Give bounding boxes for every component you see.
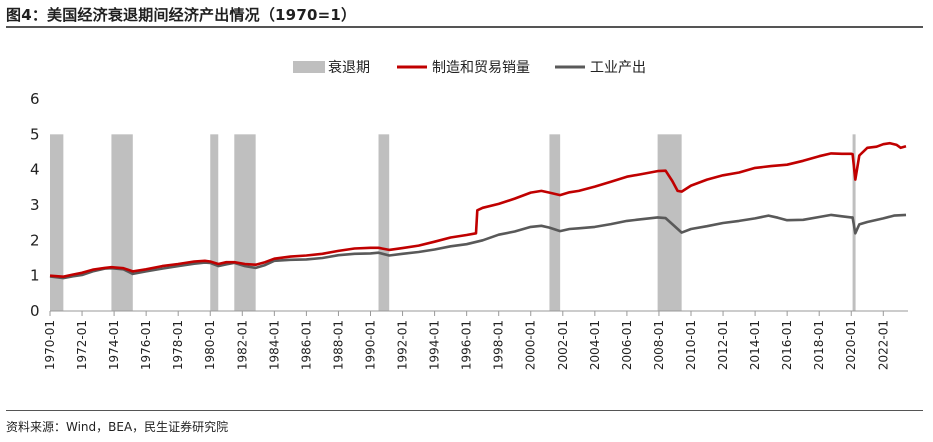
legend-sales: 制造和贸易销量 [397, 60, 530, 76]
x-tick-label: 1990-01 [363, 320, 377, 370]
footer-divider [6, 410, 923, 411]
x-tick-label: 2020-01 [844, 320, 858, 370]
x-tick-label: 2012-01 [716, 320, 730, 370]
y-tick-label: 6 [30, 90, 40, 108]
legend-label: 衰退期 [328, 59, 370, 76]
x-tick-label: 1998-01 [492, 320, 506, 370]
x-tick-label: 2008-01 [652, 320, 666, 370]
x-tick-label: 1980-01 [203, 320, 217, 370]
series-line-sales [49, 141, 907, 278]
x-tick-label: 1992-01 [396, 320, 410, 370]
legend-recession: 衰退期 [293, 59, 370, 76]
legend-label: 制造和贸易销量 [432, 60, 530, 76]
x-tick-label: 1986-01 [299, 320, 313, 370]
series-line-industrial-output [49, 213, 907, 280]
legend-swatch [293, 61, 325, 73]
x-tick-label: 2010-01 [684, 320, 698, 370]
title-divider [6, 26, 923, 28]
legend-industrial-output: 工业产出 [555, 60, 646, 76]
recession-band-2 [111, 134, 133, 311]
x-tick-label: 1974-01 [107, 320, 121, 370]
legend: 衰退期 制造和贸易销量 工业产出 [293, 59, 646, 76]
x-tick-label: 1984-01 [267, 320, 281, 370]
x-tick-label: 1978-01 [171, 320, 185, 370]
y-tick-label: 4 [30, 161, 40, 179]
x-tick-label: 2000-01 [524, 320, 538, 370]
x-tick-label: 1982-01 [235, 320, 249, 370]
x-tick-label: 1976-01 [139, 320, 153, 370]
recession-band-1 [50, 134, 64, 311]
source-note: 资料来源：Wind，BEA，民生证券研究院 [6, 420, 229, 434]
y-tick-label: 3 [30, 196, 40, 214]
x-tick-label: 2014-01 [748, 320, 762, 370]
legend-label: 工业产出 [590, 60, 646, 76]
x-tick-label: 2002-01 [556, 320, 570, 370]
y-tick-label: 0 [30, 302, 40, 320]
recession-band-5 [378, 134, 390, 311]
x-tick-label: 2016-01 [780, 320, 794, 370]
x-tick-label: 2018-01 [812, 320, 826, 370]
x-tick-label: 1996-01 [460, 320, 474, 370]
y-tick-label: 1 [30, 267, 40, 285]
x-tick-label: 2022-01 [876, 320, 890, 370]
x-tick-label: 1988-01 [331, 320, 345, 370]
series-lines [49, 141, 907, 280]
recession-band-6 [549, 134, 561, 311]
y-tick-label: 5 [30, 125, 40, 143]
recession-band-4 [234, 134, 256, 311]
recession-band-3 [210, 134, 219, 311]
chart-title: 图4：美国经济衰退期间经济产出情况（1970=1） [6, 6, 357, 24]
x-tick-label: 2006-01 [620, 320, 634, 370]
x-tick-label: 2004-01 [588, 320, 602, 370]
x-tick-label: 1972-01 [75, 320, 89, 370]
chart-area: 0 1 2 3 4 5 6 1970-01 1972-01 1974-01 1976-01 1978-… [30, 59, 908, 370]
x-tick-label: 1994-01 [428, 320, 442, 370]
x-tick-label: 1970-01 [43, 320, 57, 370]
axes: 0 1 2 3 4 5 6 1970-01 1972-01 1974-01 1976-01 1978-… [30, 90, 908, 370]
y-tick-label: 2 [30, 231, 40, 249]
